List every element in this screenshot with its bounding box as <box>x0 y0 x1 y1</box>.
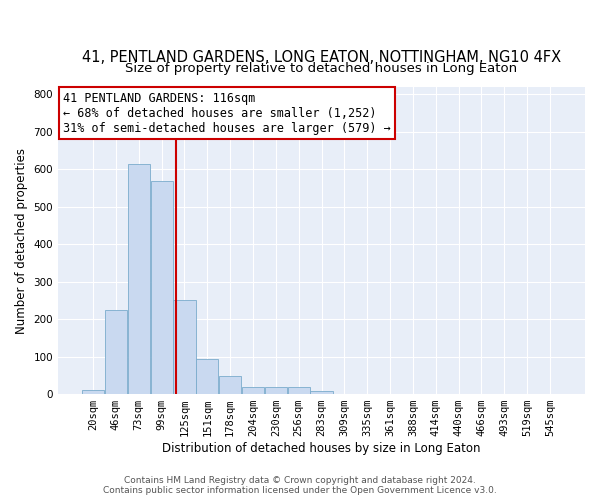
Bar <box>310 391 332 394</box>
Text: Size of property relative to detached houses in Long Eaton: Size of property relative to detached ho… <box>125 62 518 74</box>
Bar <box>219 376 241 394</box>
Bar <box>128 164 150 394</box>
Bar <box>151 180 173 394</box>
Bar <box>287 388 310 394</box>
X-axis label: Distribution of detached houses by size in Long Eaton: Distribution of detached houses by size … <box>162 442 481 455</box>
Bar <box>105 310 127 394</box>
Bar <box>82 390 104 394</box>
Text: 41 PENTLAND GARDENS: 116sqm
← 68% of detached houses are smaller (1,252)
31% of : 41 PENTLAND GARDENS: 116sqm ← 68% of det… <box>64 92 391 134</box>
Bar <box>265 386 287 394</box>
Y-axis label: Number of detached properties: Number of detached properties <box>15 148 28 334</box>
Title: 41, PENTLAND GARDENS, LONG EATON, NOTTINGHAM, NG10 4FX: 41, PENTLAND GARDENS, LONG EATON, NOTTIN… <box>82 50 561 65</box>
Bar <box>173 300 196 394</box>
Bar <box>196 358 218 394</box>
Bar <box>242 386 264 394</box>
Text: Contains HM Land Registry data © Crown copyright and database right 2024.
Contai: Contains HM Land Registry data © Crown c… <box>103 476 497 495</box>
